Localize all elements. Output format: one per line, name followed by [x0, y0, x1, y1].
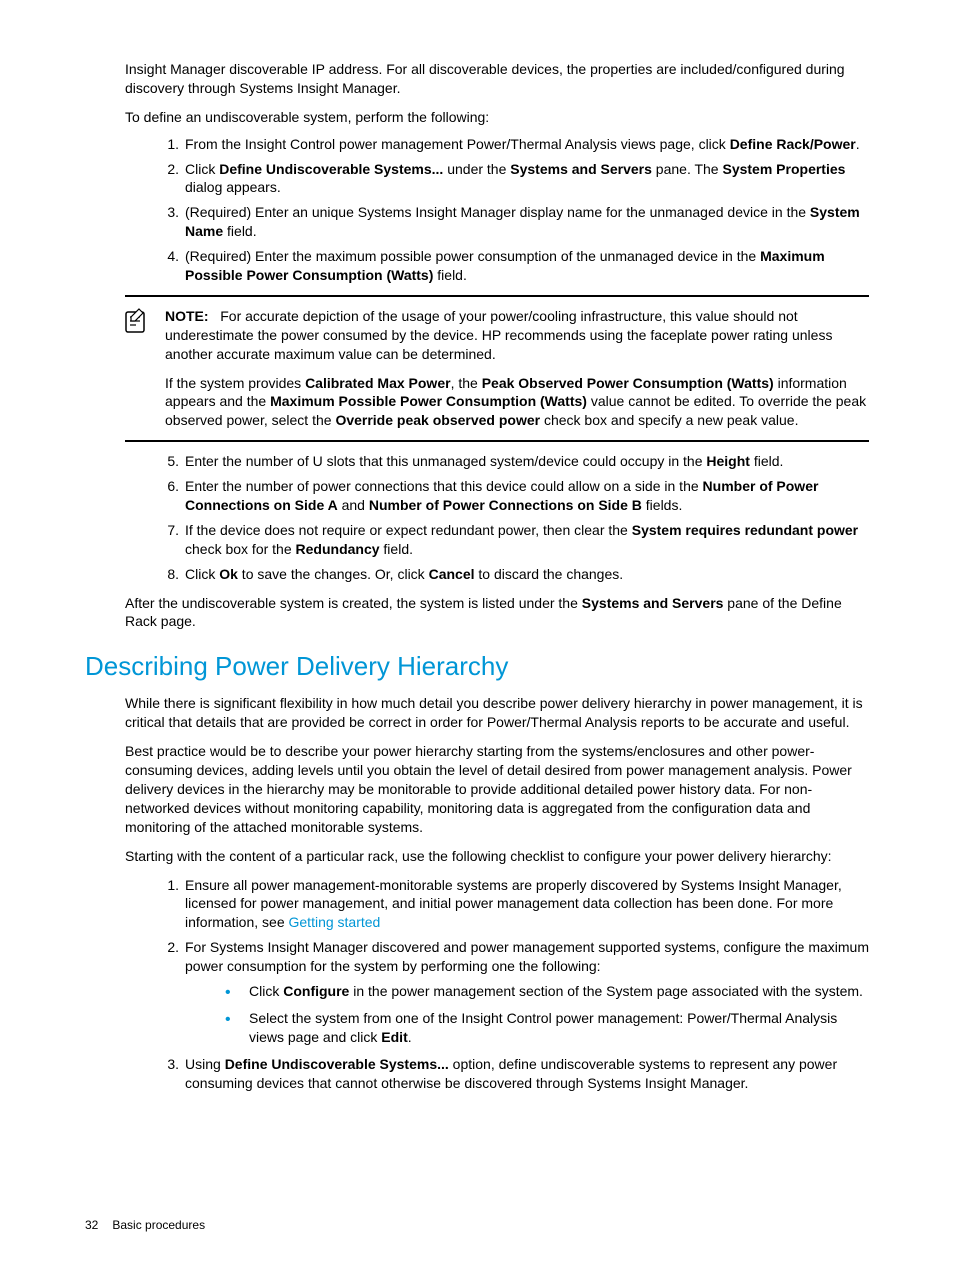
intro-paragraph-2: To define an undiscoverable system, perf… [125, 108, 869, 127]
list-item: From the Insight Control power managemen… [161, 135, 869, 154]
text: . [856, 136, 860, 152]
procedure-list-2: Enter the number of U slots that this un… [161, 452, 869, 583]
text: check box and specify a new peak value. [540, 412, 798, 428]
text: field. [750, 453, 783, 469]
bold-text: Edit [381, 1029, 407, 1045]
text: Enter the number of power connections th… [185, 478, 703, 494]
bold-text: Configure [283, 983, 349, 999]
body-paragraph-2: Best practice would be to describe your … [125, 742, 869, 836]
text: Using [185, 1056, 225, 1072]
text: fields. [642, 497, 682, 513]
sub-bullets: Click Configure in the power management … [225, 982, 869, 1047]
text: (Required) Enter an unique Systems Insig… [185, 204, 810, 220]
text: Enter the number of U slots that this un… [185, 453, 706, 469]
note-paragraph-2: If the system provides Calibrated Max Po… [165, 374, 869, 431]
section-heading: Describing Power Delivery Hierarchy [85, 649, 869, 684]
bold-text: Systems and Servers [510, 161, 652, 177]
page-number: 32 [85, 1218, 98, 1232]
text: check box for the [185, 541, 296, 557]
text: under the [443, 161, 510, 177]
text: From the Insight Control power managemen… [185, 136, 730, 152]
list-item: Click Ok to save the changes. Or, click … [161, 565, 869, 584]
note-label: NOTE: [165, 308, 209, 324]
text: and [338, 497, 369, 513]
bold-text: Cancel [429, 566, 475, 582]
bold-text: Maximum Possible Power Consumption (Watt… [270, 393, 587, 409]
footer-section: Basic procedures [112, 1218, 205, 1232]
bold-text: Define Rack/Power [730, 136, 856, 152]
list-item: Using Define Undiscoverable Systems... o… [161, 1055, 869, 1093]
text: If the system provides [165, 375, 305, 391]
bold-text: Peak Observed Power Consumption (Watts) [482, 375, 774, 391]
checklist: Ensure all power management-monitorable … [161, 876, 869, 1093]
body-paragraph-1: While there is significant flexibility i… [125, 694, 869, 732]
text: If the device does not require or expect… [185, 522, 632, 538]
bold-text: Height [706, 453, 750, 469]
bullet-item: Select the system from one of the Insigh… [225, 1009, 869, 1047]
bold-text: System Properties [722, 161, 845, 177]
text: to discard the changes. [475, 566, 624, 582]
text: After the undiscoverable system is creat… [125, 595, 582, 611]
text: (Required) Enter the maximum possible po… [185, 248, 760, 264]
text: Ensure all power management-monitorable … [185, 877, 842, 931]
text: Select the system from one of the Insigh… [249, 1010, 837, 1045]
bold-text: System requires redundant power [632, 522, 858, 538]
bold-text: Ok [219, 566, 238, 582]
body-paragraph-3: Starting with the content of a particula… [125, 847, 869, 866]
text: pane. The [652, 161, 723, 177]
text: field. [223, 223, 256, 239]
note-paragraph-1: NOTE: For accurate depiction of the usag… [165, 307, 869, 364]
bold-text: Override peak observed power [335, 412, 540, 428]
text: field. [380, 541, 413, 557]
list-item: Enter the number of power connections th… [161, 477, 869, 515]
bold-text: Calibrated Max Power [305, 375, 451, 391]
list-item: If the device does not require or expect… [161, 521, 869, 559]
text: For accurate depiction of the usage of y… [165, 308, 832, 362]
text: Click [185, 566, 219, 582]
text: in the power management section of the S… [349, 983, 863, 999]
intro-paragraph-1: Insight Manager discoverable IP address.… [125, 60, 869, 98]
text: Click [185, 161, 219, 177]
bullet-item: Click Configure in the power management … [225, 982, 869, 1001]
note-box: NOTE: For accurate depiction of the usag… [125, 295, 869, 442]
bold-text: Systems and Servers [582, 595, 724, 611]
procedure-list-1: From the Insight Control power managemen… [161, 135, 869, 285]
list-item: Click Define Undiscoverable Systems... u… [161, 160, 869, 198]
text: to save the changes. Or, click [238, 566, 429, 582]
list-item: (Required) Enter an unique Systems Insig… [161, 203, 869, 241]
list-item: (Required) Enter the maximum possible po… [161, 247, 869, 285]
page-footer: 32 Basic procedures [85, 1217, 205, 1233]
text: field. [433, 267, 466, 283]
text: For Systems Insight Manager discovered a… [185, 939, 869, 974]
bold-text: Define Undiscoverable Systems... [219, 161, 443, 177]
text: dialog appears. [185, 179, 281, 195]
list-item: For Systems Insight Manager discovered a… [161, 938, 869, 1046]
bold-text: Redundancy [296, 541, 380, 557]
list-item: Ensure all power management-monitorable … [161, 876, 869, 933]
list-item: Enter the number of U slots that this un… [161, 452, 869, 471]
link-getting-started[interactable]: Getting started [289, 914, 381, 930]
after-list-paragraph: After the undiscoverable system is creat… [125, 594, 869, 632]
text: , the [451, 375, 482, 391]
bold-text: Define Undiscoverable Systems... [225, 1056, 449, 1072]
text: Click [249, 983, 283, 999]
text: . [408, 1029, 412, 1045]
bold-text: Number of Power Connections on Side B [369, 497, 642, 513]
note-icon [121, 307, 149, 340]
